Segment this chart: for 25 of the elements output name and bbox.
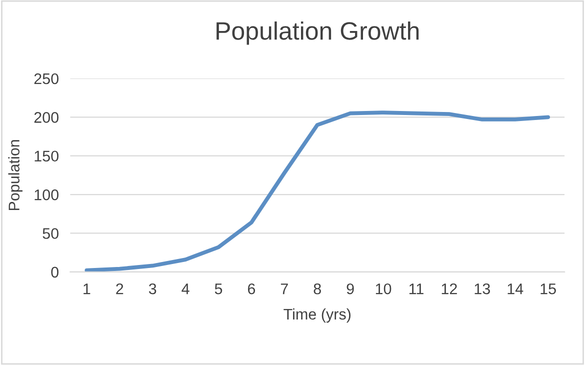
x-tick-label: 9 <box>346 283 354 294</box>
line-series <box>84 110 550 272</box>
y-tick-label: 0 <box>51 266 58 278</box>
x-tick-label: 14 <box>508 284 524 294</box>
x-tick-label: 15 <box>540 284 556 294</box>
chart-title: Population Growth <box>216 21 419 45</box>
y-tick-label: 250 <box>34 73 58 84</box>
x-tick-label: 5 <box>214 284 222 294</box>
x-tick-label: 13 <box>474 283 490 294</box>
x-tick-label: 10 <box>376 283 392 294</box>
y-tick-label: 50 <box>42 228 58 239</box>
y-tick-label: 100 <box>34 189 58 200</box>
y-tick-label: 150 <box>34 150 58 162</box>
y-axis-title: Population <box>8 140 22 210</box>
x-tick-label: 3 <box>148 283 156 294</box>
x-axis-title: Time (yrs) <box>284 308 350 323</box>
x-tick-label: 12 <box>442 283 457 294</box>
x-tick-label: 7 <box>280 284 288 294</box>
x-tick-label: 2 <box>116 283 124 294</box>
x-tick-label: 8 <box>314 283 321 294</box>
x-tick-label: 1 <box>84 284 90 294</box>
x-tick-label: 11 <box>409 284 424 294</box>
x-tick-label: 6 <box>248 283 256 294</box>
x-tick-label: 4 <box>182 284 190 294</box>
y-tick-label: 200 <box>34 112 58 123</box>
